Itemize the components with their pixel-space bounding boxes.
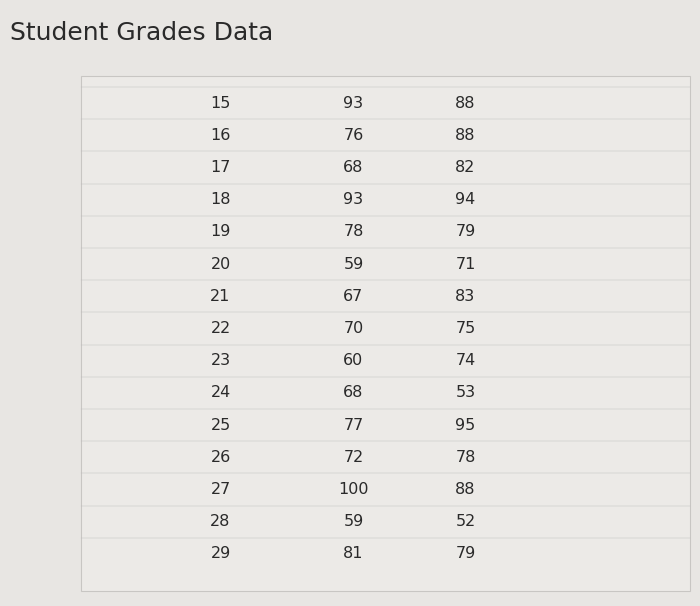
- Text: 95: 95: [456, 418, 475, 433]
- Text: 22: 22: [211, 321, 230, 336]
- Text: 19: 19: [210, 224, 231, 239]
- Text: 93: 93: [344, 192, 363, 207]
- Text: 26: 26: [211, 450, 230, 465]
- Text: 29: 29: [211, 547, 230, 561]
- Text: 53: 53: [456, 385, 475, 401]
- Text: Student Grades Data: Student Grades Data: [10, 21, 274, 45]
- Text: 76: 76: [344, 128, 363, 143]
- Text: 20: 20: [211, 256, 230, 271]
- Text: 81: 81: [343, 547, 364, 561]
- Text: 79: 79: [456, 547, 475, 561]
- Text: 24: 24: [211, 385, 230, 401]
- Text: 94: 94: [456, 192, 475, 207]
- Text: 88: 88: [455, 482, 476, 497]
- Text: 100: 100: [338, 482, 369, 497]
- Text: 17: 17: [210, 160, 231, 175]
- Text: 28: 28: [210, 514, 231, 529]
- Text: 23: 23: [211, 353, 230, 368]
- Text: 74: 74: [456, 353, 475, 368]
- Text: 70: 70: [344, 321, 363, 336]
- Text: 68: 68: [343, 385, 364, 401]
- Text: 25: 25: [211, 418, 230, 433]
- Text: 21: 21: [210, 289, 231, 304]
- Text: 60: 60: [344, 353, 363, 368]
- Text: 88: 88: [455, 96, 476, 111]
- Text: 27: 27: [211, 482, 230, 497]
- Text: 71: 71: [455, 256, 476, 271]
- Text: 82: 82: [455, 160, 476, 175]
- Text: 77: 77: [344, 418, 363, 433]
- Text: 72: 72: [344, 450, 363, 465]
- Text: 68: 68: [343, 160, 364, 175]
- Text: 79: 79: [456, 224, 475, 239]
- Text: 18: 18: [210, 192, 231, 207]
- Text: 67: 67: [344, 289, 363, 304]
- Text: 15: 15: [210, 96, 231, 111]
- Text: 88: 88: [455, 128, 476, 143]
- Text: 75: 75: [456, 321, 475, 336]
- Text: 16: 16: [210, 128, 231, 143]
- Text: 59: 59: [344, 514, 363, 529]
- Text: 52: 52: [456, 514, 475, 529]
- Text: 93: 93: [344, 96, 363, 111]
- Text: 83: 83: [456, 289, 475, 304]
- Text: 78: 78: [455, 450, 476, 465]
- Text: 78: 78: [343, 224, 364, 239]
- Text: 59: 59: [344, 256, 363, 271]
